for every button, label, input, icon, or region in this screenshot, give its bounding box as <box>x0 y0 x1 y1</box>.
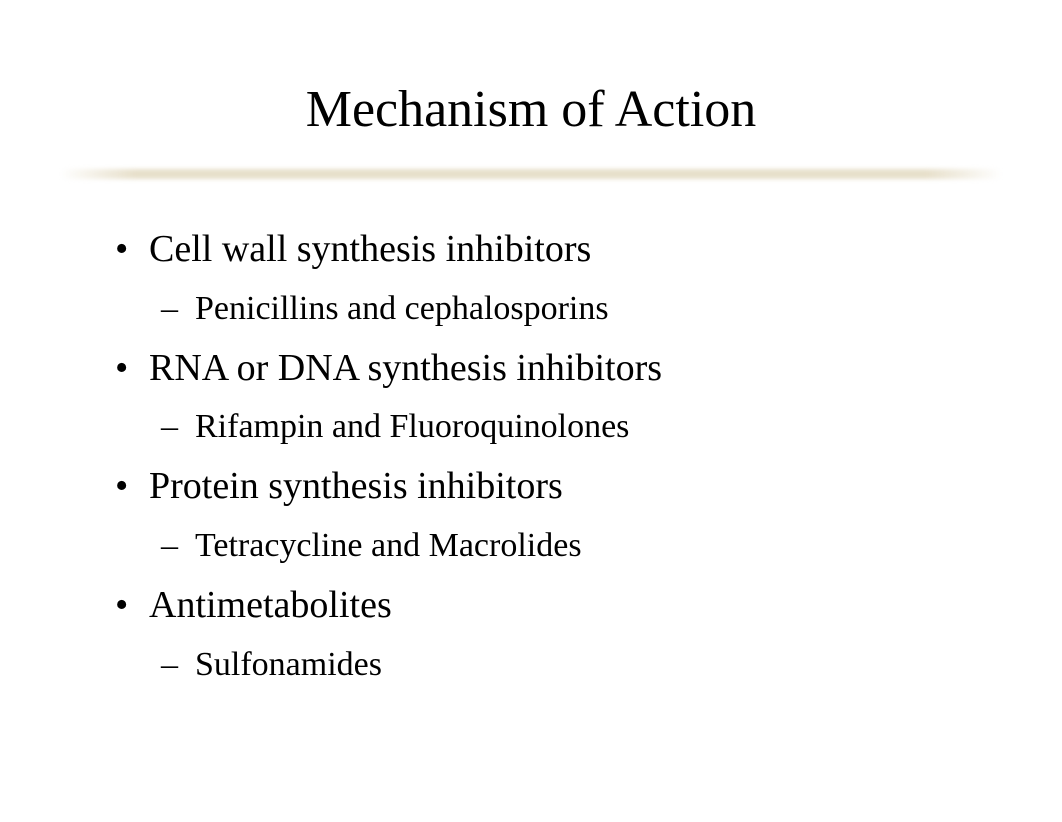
list-item-text: Antimetabolites <box>149 584 392 626</box>
list-subitem-text: Sulfonamides <box>195 646 382 683</box>
slide-title: Mechanism of Action <box>0 80 1062 139</box>
slide: Mechanism of Action Cell wall synthesis … <box>0 0 1062 822</box>
slide-content: Cell wall synthesis inhibitors Penicilli… <box>0 219 1062 693</box>
list-subitem-text: Tetracycline and Macrolides <box>195 527 582 564</box>
title-divider <box>60 169 1002 179</box>
list-item: Antimetabolites <box>115 575 1002 636</box>
list-subitem: Sulfonamides <box>161 636 1002 694</box>
list-subitem-text: Penicillins and cephalosporins <box>195 290 609 327</box>
list-item-text: RNA or DNA synthesis inhibitors <box>149 347 662 389</box>
list-item-text: Protein synthesis inhibitors <box>149 465 563 507</box>
list-item-text: Cell wall synthesis inhibitors <box>149 228 591 270</box>
list-subitem: Penicillins and cephalosporins <box>161 280 1002 338</box>
list-subitem: Rifampin and Fluoroquinolones <box>161 398 1002 456</box>
list-subitem-text: Rifampin and Fluoroquinolones <box>195 408 629 445</box>
list-item: RNA or DNA synthesis inhibitors <box>115 338 1002 399</box>
list-item: Cell wall synthesis inhibitors <box>115 219 1002 280</box>
list-subitem: Tetracycline and Macrolides <box>161 517 1002 575</box>
list-item: Protein synthesis inhibitors <box>115 456 1002 517</box>
